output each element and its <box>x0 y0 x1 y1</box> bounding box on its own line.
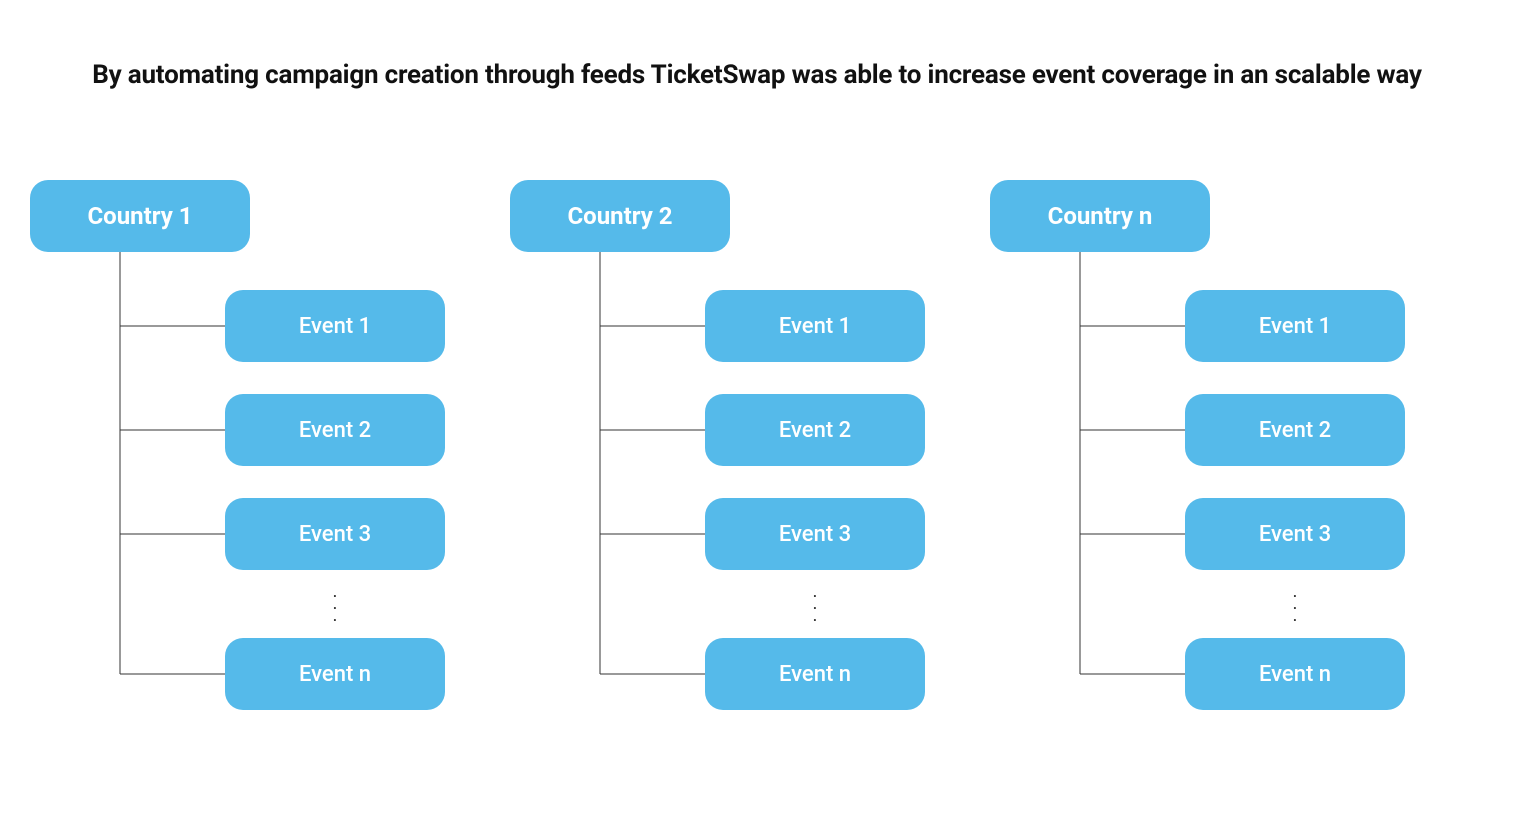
event-node: Event 3 <box>705 498 925 570</box>
diagram-title: By automating campaign creation through … <box>0 58 1514 93</box>
ellipsis: ... <box>705 586 925 622</box>
diagram-canvas: By automating campaign creation through … <box>0 0 1514 836</box>
event-node: Event 1 <box>705 290 925 362</box>
ellipsis: ... <box>1185 586 1405 622</box>
country-node: Country n <box>990 180 1210 252</box>
event-node: Event 2 <box>705 394 925 466</box>
country-node: Country 1 <box>30 180 250 252</box>
event-node: Event n <box>225 638 445 710</box>
event-node: Event 1 <box>1185 290 1405 362</box>
country-node: Country 2 <box>510 180 730 252</box>
event-node: Event 2 <box>1185 394 1405 466</box>
ellipsis: ... <box>225 586 445 622</box>
event-node: Event 3 <box>225 498 445 570</box>
event-node: Event n <box>1185 638 1405 710</box>
event-node: Event n <box>705 638 925 710</box>
event-node: Event 2 <box>225 394 445 466</box>
event-node: Event 1 <box>225 290 445 362</box>
event-node: Event 3 <box>1185 498 1405 570</box>
